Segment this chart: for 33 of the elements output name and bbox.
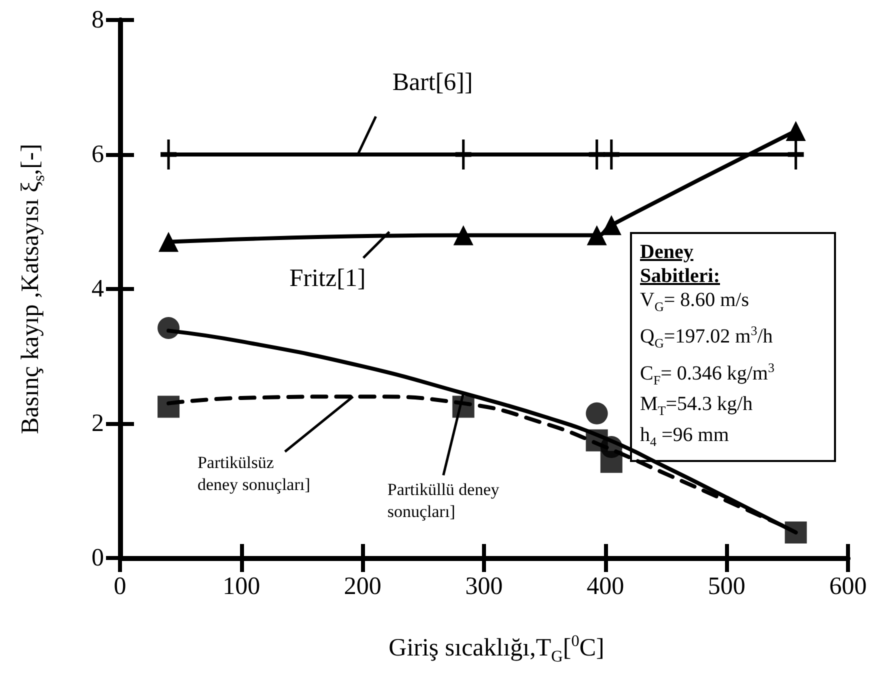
annotation: M$_{T}$=54.3 kg/h [640, 392, 754, 420]
point [786, 120, 806, 141]
x-tick-label: 600 [829, 573, 867, 600]
annotation: V$_{G}$= 8.60 m/s [640, 288, 750, 316]
point [158, 232, 179, 252]
point [600, 450, 622, 473]
annotation: h$_{4}$ =96 mm [640, 423, 730, 452]
y-tick-label: 2 [92, 410, 104, 437]
x-axis-title: Giriş sıcaklığı,T$_{G}$[$^{0}$C] [388, 632, 606, 666]
x-tick-label: 0 [114, 573, 126, 600]
x-tick-label: 100 [222, 573, 260, 600]
point [586, 402, 608, 424]
point [586, 429, 608, 452]
annotation: Partiküllü deney sonuçları] [387, 479, 500, 524]
y-tick-label: 4 [92, 276, 104, 302]
annotation: C$_{F}$= 0.346 kg/m$^{3}$ [640, 358, 776, 390]
point [784, 521, 807, 544]
point [453, 225, 474, 246]
point [158, 317, 180, 339]
annotation: Fritz[1] [289, 264, 366, 293]
y-tick-label: 0 [92, 544, 104, 572]
x-tick-label: 500 [708, 573, 746, 600]
x-tick-label: 400 [586, 573, 624, 600]
annotation: Q$_{G}$=197.02 m$^{3}$/h [640, 322, 774, 353]
annotation: Bart[6]] [392, 68, 473, 96]
y-tick-label: 6 [92, 141, 104, 168]
annotation: Deney Sabitleri: [640, 240, 721, 288]
x-tick-label: 200 [344, 573, 382, 600]
annotation: Partikülsüz deney sonuçları] [197, 452, 310, 496]
x-tick-label: 300 [465, 573, 503, 600]
y-tick-label: 8 [92, 6, 104, 34]
point [158, 396, 180, 418]
point [586, 225, 607, 246]
